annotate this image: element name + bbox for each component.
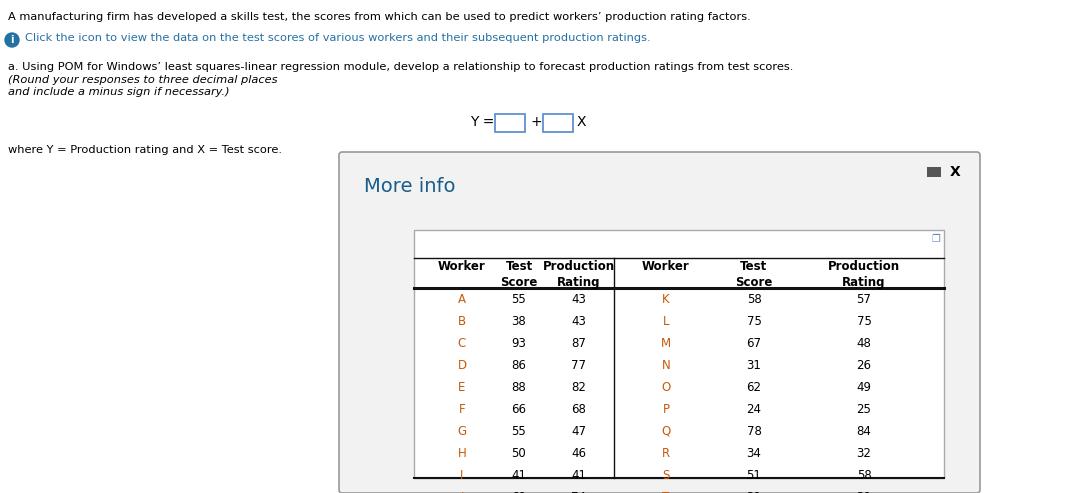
Text: 26: 26 — [857, 359, 871, 372]
Text: 58: 58 — [857, 469, 871, 482]
Text: 43: 43 — [572, 293, 587, 306]
Text: O: O — [661, 381, 671, 394]
Text: 75: 75 — [857, 315, 871, 328]
Text: 47: 47 — [572, 425, 587, 438]
Text: K: K — [662, 293, 670, 306]
FancyBboxPatch shape — [339, 152, 980, 493]
Text: C: C — [457, 337, 466, 350]
Text: S: S — [662, 469, 670, 482]
Text: i: i — [10, 35, 14, 45]
Text: 88: 88 — [512, 381, 526, 394]
Text: N: N — [662, 359, 671, 372]
Text: Worker: Worker — [643, 260, 689, 273]
Text: More info: More info — [364, 177, 455, 196]
Text: 82: 82 — [572, 381, 587, 394]
Text: 62: 62 — [746, 381, 761, 394]
Text: 68: 68 — [572, 403, 587, 416]
Text: 66: 66 — [512, 403, 526, 416]
Text: +: + — [530, 115, 541, 129]
Text: where Y = Production rating and X = Test score.: where Y = Production rating and X = Test… — [8, 145, 282, 155]
Text: 48: 48 — [857, 337, 871, 350]
Text: 25: 25 — [857, 403, 871, 416]
Text: 41: 41 — [572, 469, 587, 482]
Text: D: D — [457, 359, 466, 372]
Text: L: L — [663, 315, 670, 328]
Bar — [495, 114, 525, 132]
Text: 93: 93 — [512, 337, 526, 350]
Text: 55: 55 — [512, 425, 526, 438]
Text: Y =: Y = — [470, 115, 494, 129]
Text: H: H — [457, 447, 466, 460]
Text: 34: 34 — [747, 447, 761, 460]
Bar — [927, 167, 941, 177]
Text: ❐: ❐ — [931, 234, 940, 244]
Text: 58: 58 — [747, 293, 761, 306]
Text: 51: 51 — [747, 469, 761, 482]
Text: Production
Rating: Production Rating — [543, 260, 615, 289]
Text: F: F — [458, 403, 465, 416]
Text: 77: 77 — [572, 359, 587, 372]
Text: A manufacturing firm has developed a skills test, the scores from which can be u: A manufacturing firm has developed a ski… — [8, 12, 750, 22]
Text: and include a minus sign if necessary.): and include a minus sign if necessary.) — [8, 87, 230, 97]
Text: 74: 74 — [572, 491, 587, 493]
Circle shape — [5, 33, 19, 47]
Text: P: P — [662, 403, 670, 416]
Text: I: I — [461, 469, 464, 482]
Text: Production
Rating: Production Rating — [828, 260, 901, 289]
Text: R: R — [662, 447, 670, 460]
Text: 50: 50 — [512, 447, 526, 460]
Text: 31: 31 — [747, 359, 761, 372]
Text: E: E — [458, 381, 466, 394]
Text: 43: 43 — [572, 315, 587, 328]
Text: X: X — [577, 115, 587, 129]
Text: (Round your responses to three decimal places: (Round your responses to three decimal p… — [8, 75, 278, 85]
Text: a. Using POM for Windows’ least squares-linear regression module, develop a rela: a. Using POM for Windows’ least squares-… — [8, 62, 797, 72]
Text: J: J — [461, 491, 464, 493]
Text: 39: 39 — [747, 491, 761, 493]
Text: Test
Score: Test Score — [735, 260, 773, 289]
Text: 46: 46 — [572, 447, 587, 460]
Text: 30: 30 — [857, 491, 871, 493]
Bar — [543, 114, 573, 132]
Text: Test
Score: Test Score — [500, 260, 538, 289]
Text: 24: 24 — [746, 403, 761, 416]
Text: 87: 87 — [572, 337, 587, 350]
Text: Click the icon to view the data on the test scores of various workers and their : Click the icon to view the data on the t… — [25, 33, 650, 43]
Text: B: B — [458, 315, 466, 328]
Text: 55: 55 — [512, 293, 526, 306]
Text: X: X — [950, 165, 960, 179]
Text: 38: 38 — [512, 315, 526, 328]
Text: M: M — [661, 337, 671, 350]
Text: 86: 86 — [512, 359, 526, 372]
Text: 49: 49 — [857, 381, 871, 394]
Text: 69: 69 — [512, 491, 526, 493]
Text: 84: 84 — [857, 425, 871, 438]
Text: Q: Q — [661, 425, 671, 438]
Text: G: G — [457, 425, 466, 438]
Text: 75: 75 — [747, 315, 761, 328]
Text: 67: 67 — [746, 337, 761, 350]
Bar — [414, 230, 944, 478]
Text: T: T — [662, 491, 670, 493]
Text: 57: 57 — [857, 293, 871, 306]
Text: Worker: Worker — [438, 260, 486, 273]
Text: A: A — [458, 293, 466, 306]
Text: 78: 78 — [747, 425, 761, 438]
Text: 41: 41 — [512, 469, 526, 482]
Text: 32: 32 — [857, 447, 871, 460]
